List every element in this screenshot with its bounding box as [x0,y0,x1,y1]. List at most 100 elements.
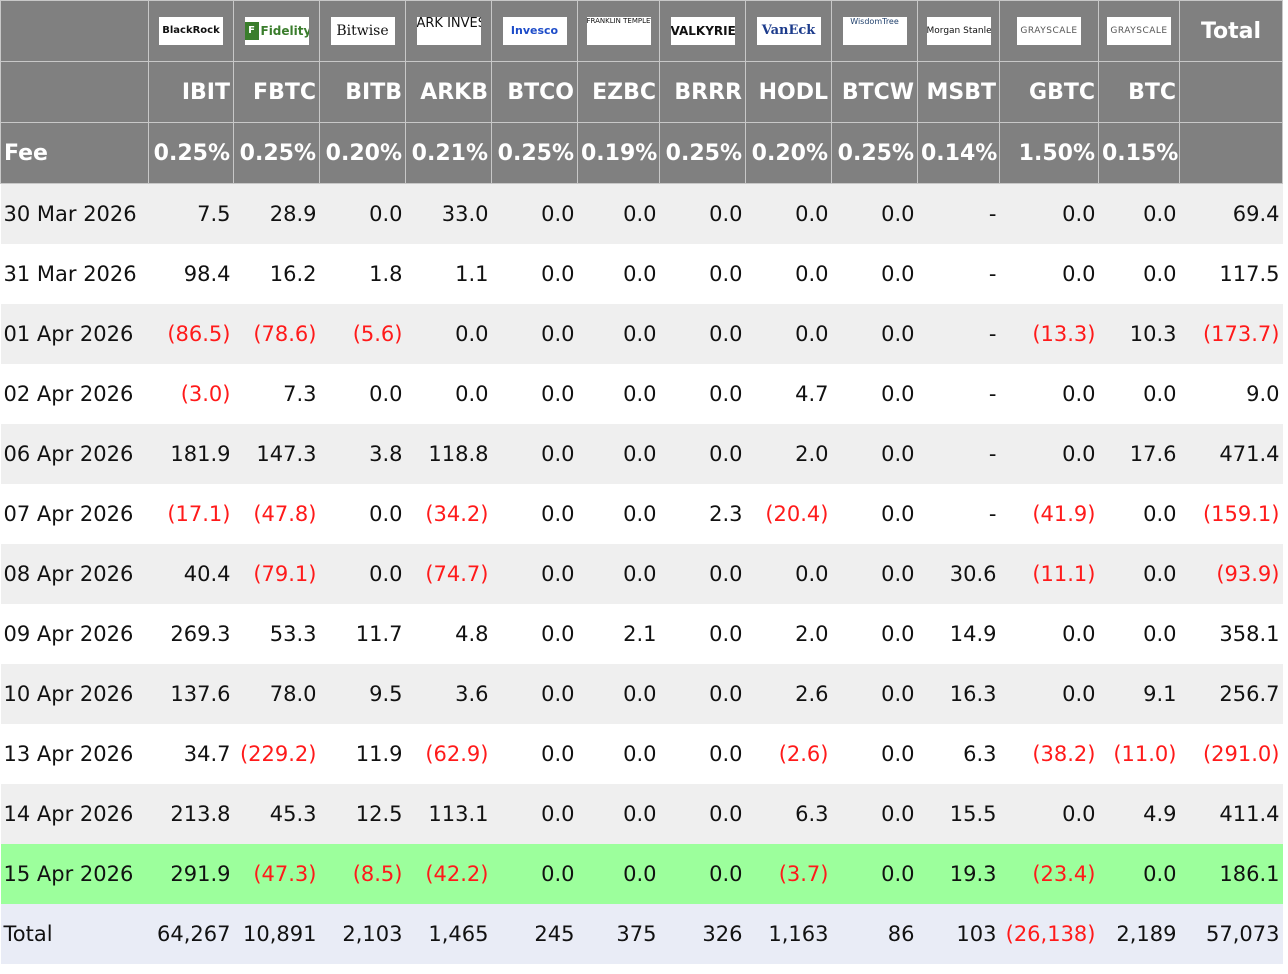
flow-cell: 0.0 [831,424,918,484]
flow-cell: (47.8) [233,484,320,544]
flow-cell: 0.0 [491,364,578,424]
wisdomtree-logo: WisdomTree [842,17,907,45]
fund-logo: F Fidelity [233,0,320,62]
flow-cell: (20.4) [745,484,832,544]
fund-total-cell: 64,267 [148,904,234,964]
row-total-cell: 471.4 [1179,424,1283,484]
flow-cell: 0.0 [999,424,1099,484]
flow-cell: 0.0 [319,183,406,244]
flow-cell: - [917,424,1000,484]
flow-cell: 118.8 [405,424,492,484]
valkyrie-logo: VALKYRIE [670,17,735,45]
flow-cell: (34.2) [405,484,492,544]
flow-cell: 6.3 [745,784,832,844]
fidelity-mark-icon: F [244,22,259,40]
flow-cell: 45.3 [233,784,320,844]
fund-total-cell: 1,465 [405,904,492,964]
fee-bitb: 0.20% [319,122,406,184]
flow-cell: 0.0 [659,664,746,724]
flow-cell: (74.7) [405,544,492,604]
fee-ibit: 0.25% [148,122,234,184]
fund-logo: FRANKLIN TEMPLETON [577,0,660,62]
fund-logo: BlackRock [148,0,234,62]
fee-btc: 0.15% [1098,122,1180,184]
grand-total-cell: 57,073 [1179,904,1283,964]
flow-cell: 269.3 [148,604,234,664]
flow-cell: 9.1 [1098,664,1180,724]
flow-cell: 28.9 [233,183,320,244]
row-total-cell: 9.0 [1179,364,1283,424]
blackrock-logo: BlackRock [159,17,223,45]
flow-cell: 1.1 [405,244,492,304]
bitwise-logo: Bitwise [330,17,395,45]
flow-cell: 0.0 [1098,544,1180,604]
flow-cell: 213.8 [148,784,234,844]
flow-cell: 0.0 [491,424,578,484]
flow-cell: 3.6 [405,664,492,724]
fund-total-cell: 1,163 [745,904,832,964]
fee-msbt: 0.14% [917,122,1000,184]
flow-cell: 19.3 [917,844,1000,904]
flow-cell: 0.0 [491,183,578,244]
morgan-stanley-logo: Morgan Stanley [926,17,991,45]
flow-cell: 6.3 [917,724,1000,784]
flow-cell: 0.0 [831,664,918,724]
flow-cell: 16.3 [917,664,1000,724]
flow-cell: 0.0 [1098,844,1180,904]
ticker-brrr: BRRR [659,61,746,123]
flow-cell: 0.0 [491,544,578,604]
table-row: 13 Apr 2026 34.7 (229.2) 11.9 (62.9) 0.0 0.0 0.… [0,724,1283,784]
flow-cell: 0.0 [659,604,746,664]
fee-btco: 0.25% [491,122,578,184]
grayscale-btc-logo: GRAYSCALE [1107,17,1171,45]
flow-cell: 40.4 [148,544,234,604]
flow-cell: 0.0 [745,304,832,364]
flow-cell: 0.0 [1098,183,1180,244]
flow-cell: 0.0 [831,364,918,424]
date-cell: 08 Apr 2026 [0,544,149,604]
fund-total-cell: (26,138) [999,904,1099,964]
flow-cell: 113.1 [405,784,492,844]
flow-cell: 0.0 [577,724,660,784]
flow-cell: 0.0 [491,484,578,544]
flow-cell: 4.8 [405,604,492,664]
flow-cell: 0.0 [659,844,746,904]
flow-cell: (2.6) [745,724,832,784]
row-total-cell: 358.1 [1179,604,1283,664]
ticker-total-cell [1179,61,1283,123]
flow-cell: 98.4 [148,244,234,304]
flow-cell: 147.3 [233,424,320,484]
fund-logo: Morgan Stanley [917,0,1000,62]
date-cell: 13 Apr 2026 [0,724,149,784]
flows-body: 30 Mar 2026 7.5 28.9 0.0 33.0 0.0 0.0 0.0 0.0 0.0… [0,183,1283,964]
date-cell: 31 Mar 2026 [0,244,149,304]
ticker-btco: BTCO [491,61,578,123]
flow-cell: 34.7 [148,724,234,784]
fund-total-cell: 103 [917,904,1000,964]
flow-cell: (11.0) [1098,724,1180,784]
date-cell: 09 Apr 2026 [0,604,149,664]
flow-cell: 0.0 [659,364,746,424]
fee-arkb: 0.21% [405,122,492,184]
fund-total-cell: 2,103 [319,904,406,964]
flow-cell: (11.1) [999,544,1099,604]
flow-cell: 12.5 [319,784,406,844]
ticker-btcw: BTCW [831,61,918,123]
flow-cell: 7.3 [233,364,320,424]
flow-cell: (3.7) [745,844,832,904]
ark-invest-logo: ARK INVEST [416,17,481,45]
flow-cell: 0.0 [577,364,660,424]
date-cell: 02 Apr 2026 [0,364,149,424]
ticker-ezbc: EZBC [577,61,660,123]
flow-cell: 16.2 [233,244,320,304]
flow-cell: 78.0 [233,664,320,724]
flow-cell: 0.0 [491,244,578,304]
ticker-corner-cell [0,61,149,123]
fund-total-cell: 375 [577,904,660,964]
flow-cell: 0.0 [999,604,1099,664]
fidelity-logo: F Fidelity [244,17,309,45]
ticker-fbtc: FBTC [233,61,320,123]
flow-cell: 0.0 [319,484,406,544]
flow-cell: 0.0 [1098,244,1180,304]
